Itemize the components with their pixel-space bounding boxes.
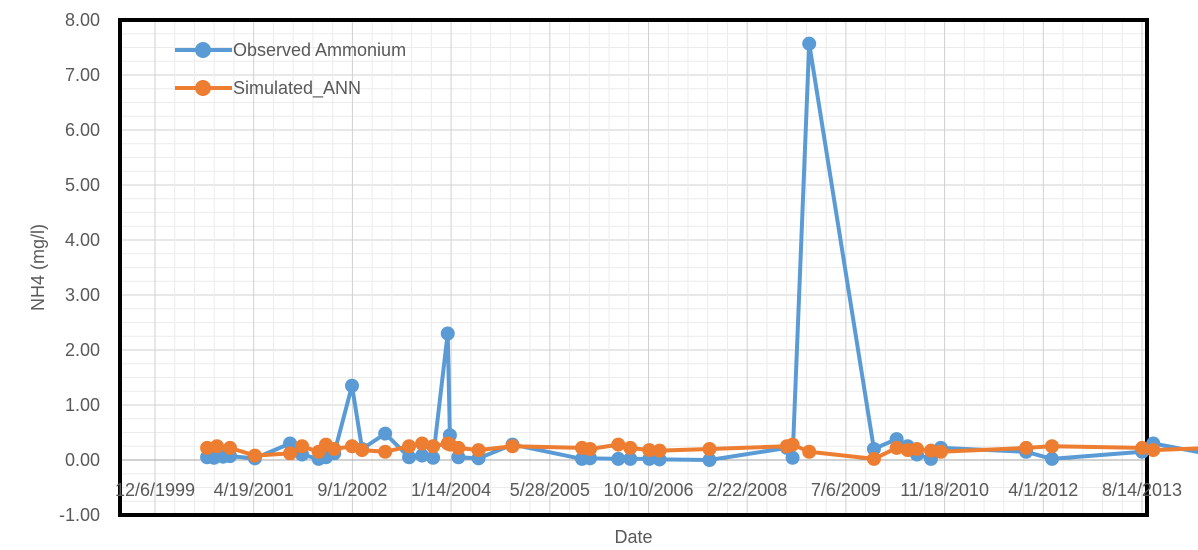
- data-point: [209, 439, 224, 454]
- x-tick-label: 4/19/2001: [214, 480, 294, 500]
- data-point: [802, 36, 817, 51]
- series-simulated-ann: [200, 436, 1198, 466]
- y-axis-title: NH4 (mg/l): [28, 224, 48, 311]
- data-point: [652, 443, 667, 458]
- data-point: [785, 450, 800, 465]
- data-point: [505, 439, 520, 454]
- data-point: [223, 440, 238, 455]
- y-tick-label: 7.00: [65, 65, 100, 85]
- data-point: [1135, 440, 1150, 455]
- x-tick-label: 7/6/2009: [811, 480, 881, 500]
- x-tick-labels: 12/6/1999 4/19/2001 9/1/2002 1/14/2004 5/28/…: [115, 480, 1182, 500]
- data-point: [247, 448, 262, 463]
- y-tick-label: 4.00: [65, 230, 100, 250]
- x-tick-label: 11/18/2010: [900, 480, 989, 500]
- data-point: [1044, 451, 1059, 466]
- data-point: [785, 437, 800, 452]
- data-point: [415, 448, 430, 463]
- legend-marker: [195, 80, 211, 96]
- data-point: [1044, 439, 1059, 454]
- data-point: [440, 326, 455, 341]
- data-point: [426, 450, 441, 465]
- data-point: [866, 451, 881, 466]
- y-tick-labels: -1.00 0.00 1.00 2.00 3.00 4.00 5.00 6.00 7.00 8.0…: [59, 10, 100, 525]
- data-point: [283, 446, 298, 461]
- legend-item: Observed Ammonium: [175, 40, 406, 60]
- data-point: [451, 440, 466, 455]
- data-point: [933, 444, 948, 459]
- legend-marker: [195, 42, 211, 58]
- y-tick-label: 8.00: [65, 10, 100, 30]
- data-point: [402, 439, 417, 454]
- data-point: [327, 442, 342, 456]
- data-point: [611, 437, 626, 452]
- data-point: [889, 440, 904, 455]
- y-tick-label: 1.00: [65, 395, 100, 415]
- data-point: [623, 451, 638, 466]
- data-point: [583, 442, 598, 456]
- x-tick-label: 5/28/2005: [510, 480, 590, 500]
- data-point: [702, 442, 717, 456]
- legend-item: Simulated_ANN: [175, 78, 361, 99]
- data-point: [623, 440, 638, 455]
- data-point: [355, 443, 370, 458]
- y-tick-label: 0.00: [65, 450, 100, 470]
- data-point: [642, 443, 657, 458]
- data-point: [426, 439, 441, 454]
- data-point: [378, 444, 393, 459]
- data-point: [866, 442, 881, 456]
- x-tick-label: 8/14/2013: [1102, 480, 1182, 500]
- data-point: [702, 453, 717, 467]
- data-point: [295, 439, 310, 454]
- data-point: [611, 451, 626, 466]
- x-tick-label: 9/1/2002: [317, 480, 387, 500]
- x-tick-label: 1/14/2004: [411, 480, 491, 500]
- x-tick-label: 4/1/2012: [1008, 480, 1078, 500]
- data-point: [1146, 443, 1161, 458]
- legend-label: Simulated_ANN: [233, 78, 361, 99]
- y-tick-label: 6.00: [65, 120, 100, 140]
- plot-area-border: [118, 18, 1149, 517]
- series-layer: [200, 36, 1198, 467]
- legend: Observed Ammonium Simulated_ANN: [175, 40, 406, 99]
- x-tick-label: 10/10/2006: [603, 480, 693, 500]
- data-point: [909, 442, 924, 456]
- x-tick-label: 2/22/2008: [707, 480, 787, 500]
- y-tick-label: 2.00: [65, 340, 100, 360]
- y-tick-label: 5.00: [65, 175, 100, 195]
- y-tick-label: -1.00: [59, 505, 100, 525]
- data-point: [378, 426, 393, 441]
- data-point: [345, 378, 360, 393]
- data-point: [402, 450, 417, 465]
- y-tick-label: 3.00: [65, 285, 100, 305]
- x-tick-label: 12/6/1999: [115, 480, 195, 500]
- data-point: [802, 444, 817, 459]
- legend-label: Observed Ammonium: [233, 40, 406, 60]
- data-point: [283, 436, 298, 451]
- x-axis-title: Date: [614, 527, 652, 547]
- data-point: [1019, 440, 1034, 455]
- data-point: [471, 443, 486, 458]
- data-point: [415, 436, 430, 451]
